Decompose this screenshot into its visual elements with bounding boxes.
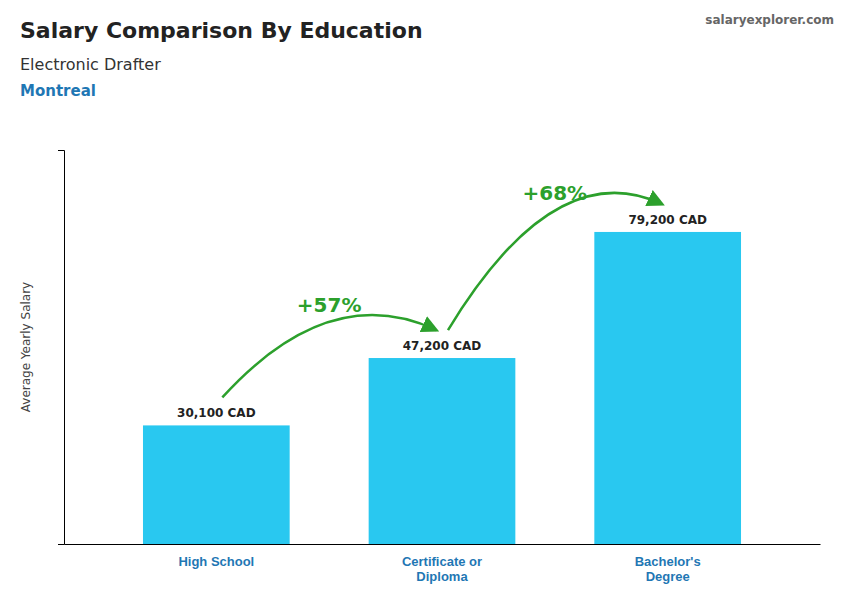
annotations: +57% +68% — [222, 181, 661, 397]
y-axis-label: Average Yearly Salary — [19, 282, 33, 412]
x-tick: Bachelor'sDegree — [635, 544, 701, 584]
x-axis: High School Certificate orDiploma Bachelor… — [65, 544, 821, 584]
x-tick-label: Certificate orDiploma — [402, 554, 482, 584]
x-tick-label: Bachelor'sDegree — [635, 554, 701, 584]
x-tick-label-line: Bachelor's — [635, 554, 701, 569]
x-tick-label-line: Diploma — [416, 569, 468, 584]
chart-svg: Salary Comparison By Education Electronic… — [0, 0, 850, 606]
annotation-label: +57% — [297, 293, 362, 317]
data-label: 47,200 CAD — [403, 339, 482, 353]
data-labels: 30,100 CAD 47,200 CAD 79,200 CAD — [177, 213, 707, 420]
annotation-label: +68% — [523, 181, 588, 205]
bars — [143, 232, 741, 544]
plot-area: Average Yearly Salary High School Certific… — [19, 151, 821, 584]
data-label: 79,200 CAD — [628, 213, 707, 227]
x-tick-label-line: High School — [178, 554, 254, 569]
x-tick: High School — [178, 544, 254, 569]
x-tick: Certificate orDiploma — [402, 544, 482, 584]
x-tick-label-line: Degree — [646, 569, 690, 584]
subtitle: Electronic Drafter — [20, 55, 161, 74]
bar — [594, 232, 741, 544]
y-axis-line — [58, 151, 65, 545]
annotation-arrow — [222, 315, 436, 397]
x-axis-line — [65, 544, 821, 545]
title: Salary Comparison By Education — [20, 18, 423, 43]
y-axis — [58, 151, 65, 545]
subtitle: Montreal — [20, 82, 96, 100]
bar — [369, 358, 516, 544]
x-tick-label: High School — [178, 554, 254, 569]
data-label: 30,100 CAD — [177, 406, 256, 420]
bar — [143, 425, 290, 544]
x-tick-label-line: Certificate or — [402, 554, 482, 569]
annotation-arrow — [448, 193, 662, 330]
source: salaryexplorer.com — [705, 13, 834, 27]
